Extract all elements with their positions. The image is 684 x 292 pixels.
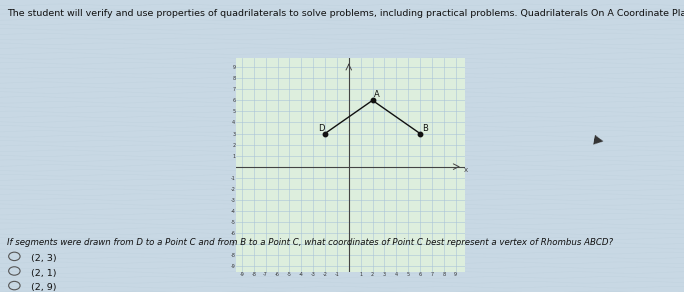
Text: B: B: [423, 124, 428, 133]
Text: (2, 9): (2, 9): [31, 283, 56, 292]
Text: The student will verify and use properties of quadrilaterals to solve problems, : The student will verify and use properti…: [7, 9, 684, 18]
Text: D: D: [318, 124, 324, 133]
Text: ▶: ▶: [592, 133, 605, 147]
Text: x: x: [464, 167, 468, 173]
Text: (2, 1): (2, 1): [31, 269, 56, 277]
Text: (2, 3): (2, 3): [31, 254, 56, 263]
Text: A: A: [374, 90, 380, 99]
Text: If segments were drawn from D to a Point C and from B to a Point C, what coordin: If segments were drawn from D to a Point…: [7, 238, 613, 247]
